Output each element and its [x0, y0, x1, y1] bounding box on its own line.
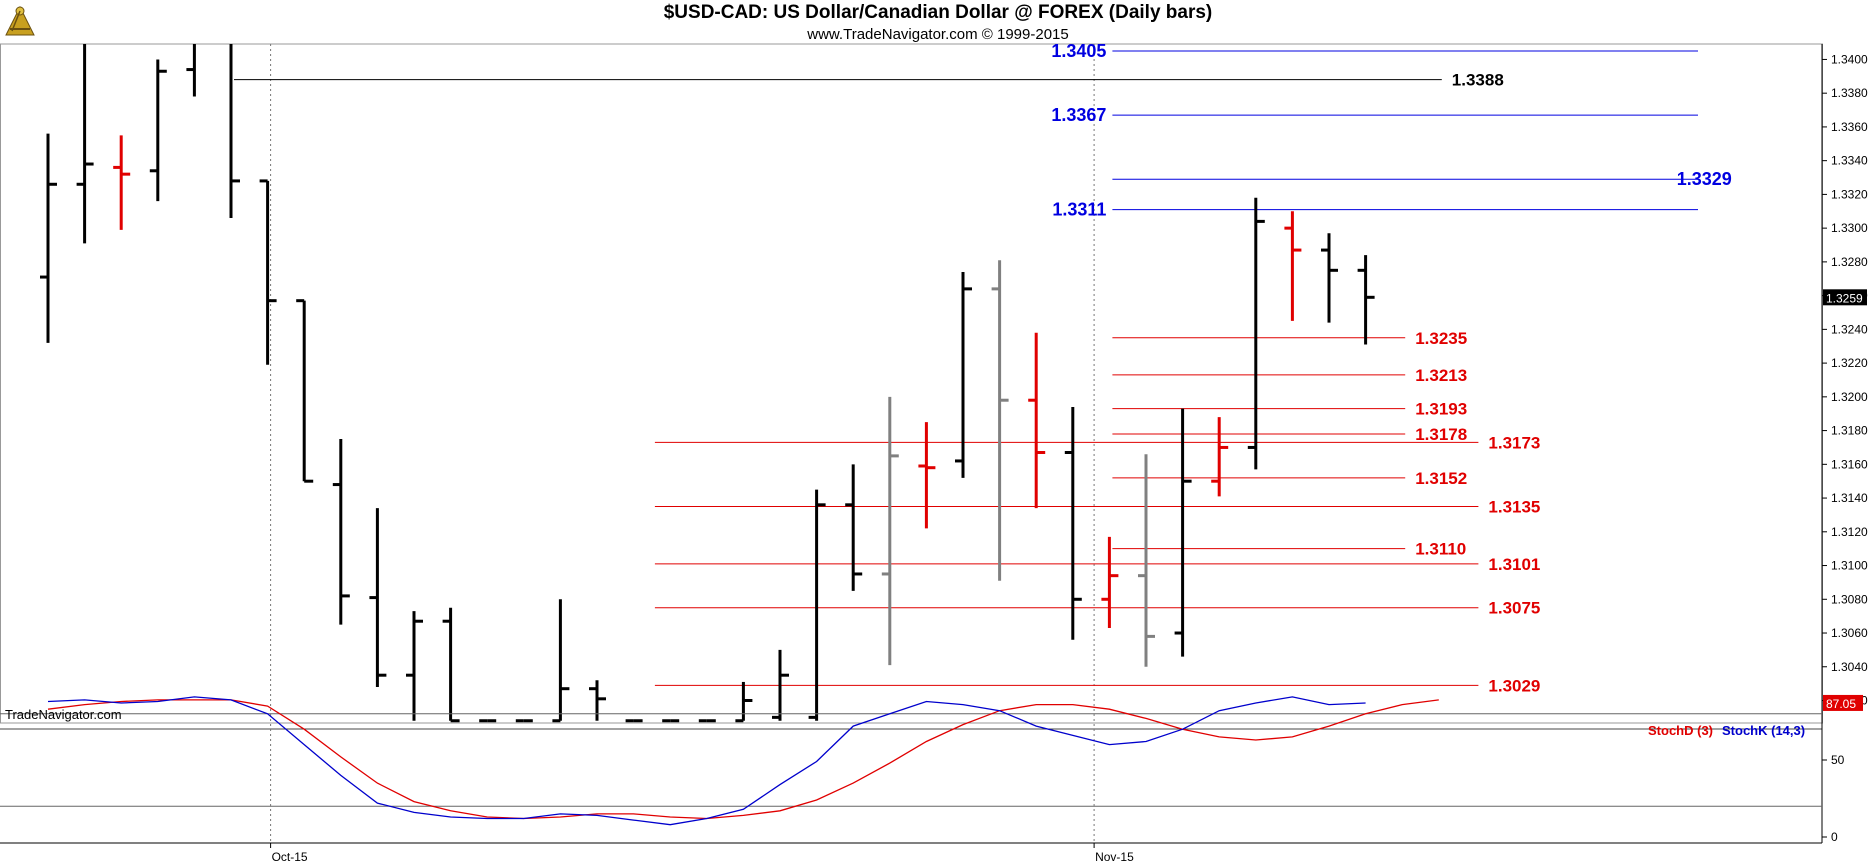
x-tick-label: Oct-15: [272, 850, 308, 863]
y-tick-label: 1.3240: [1831, 322, 1868, 336]
level-label: 1.3405: [1051, 41, 1106, 61]
osc-last-badge: [1823, 694, 1863, 711]
y-tick-label: 1.3340: [1831, 154, 1868, 168]
level-label: 1.3152: [1415, 469, 1467, 488]
level-label: 1.3388: [1452, 71, 1504, 90]
x-tick-label: Nov-15: [1095, 850, 1134, 863]
level-label: 1.3329: [1677, 169, 1732, 189]
y-tick-label: 1.3400: [1831, 52, 1868, 66]
y-tick-label: 1.3380: [1831, 86, 1868, 100]
level-label: 1.3110: [1415, 540, 1466, 559]
last-price-label: 1.3259: [1826, 291, 1863, 305]
last-price-badge: [1823, 289, 1867, 306]
level-label: 1.3173: [1488, 433, 1540, 452]
chart-title: $USD-CAD: US Dollar/Canadian Dollar @ FO…: [663, 2, 1213, 23]
y-tick-label: 1.3040: [1831, 660, 1868, 674]
level-label: 1.3135: [1488, 497, 1540, 516]
osc-series-line: [47, 696, 1366, 826]
level-label: 1.3101: [1488, 555, 1540, 574]
y-tick-label: 1.3100: [1831, 559, 1868, 573]
y-tick-label: 1.3320: [1831, 187, 1868, 201]
level-label: 1.3029: [1488, 676, 1540, 695]
y-tick-label: 1.3280: [1831, 255, 1868, 269]
chart-subtitle: www.TradeNavigator.com © 1999-2015: [807, 26, 1069, 43]
osc-last-label: 87.05: [1826, 697, 1856, 711]
level-label: 1.3178: [1415, 425, 1467, 444]
osc-y-tick-label: 50: [1831, 753, 1845, 767]
level-label: 1.3075: [1488, 599, 1540, 618]
y-tick-label: 1.3200: [1831, 390, 1868, 404]
level-label: 1.3367: [1051, 105, 1106, 125]
y-tick-label: 1.3080: [1831, 592, 1868, 606]
price-panel-frame: [0, 43, 1823, 724]
ohlc-bars: [40, 44, 1375, 723]
y-tick-label: 1.3360: [1831, 120, 1868, 134]
y-tick-label: 1.3060: [1831, 626, 1868, 640]
watermark: TradeNavigator.com: [5, 707, 122, 722]
y-tick-label: 1.3220: [1831, 356, 1868, 370]
level-label: 1.3213: [1415, 366, 1467, 385]
legend-stochd: StochD (3): [1648, 723, 1713, 738]
y-tick-label: 1.3160: [1831, 457, 1868, 471]
y-tick-label: 1.3300: [1831, 221, 1868, 235]
legend-stochk: StochK (14,3): [1722, 723, 1806, 738]
osc-y-tick-label: 0: [1831, 830, 1838, 844]
level-label: 1.3235: [1415, 329, 1467, 348]
y-tick-label: 1.3120: [1831, 525, 1868, 539]
y-tick-label: 1.3180: [1831, 424, 1868, 438]
y-tick-label: 1.3140: [1831, 491, 1868, 505]
level-label: 1.3193: [1415, 400, 1467, 419]
level-label: 1.3311: [1052, 200, 1106, 220]
osc-series-line: [47, 699, 1439, 820]
sextant-logo-icon: [2, 1, 38, 42]
